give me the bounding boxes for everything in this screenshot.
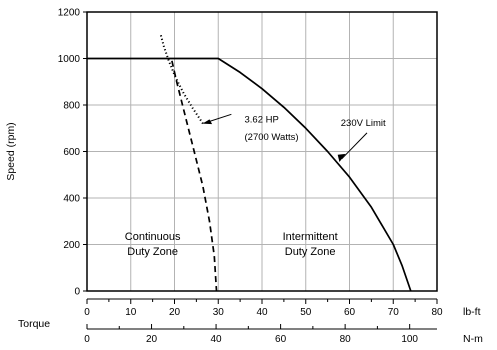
nm-tick-label: 40 bbox=[211, 334, 223, 345]
zone-label-line1: Continuous bbox=[125, 231, 181, 243]
lbft-tick-label: 60 bbox=[344, 307, 356, 318]
hp-arrow-head bbox=[202, 119, 213, 125]
annotation-label: (2700 Watts) bbox=[245, 132, 299, 143]
annotation-label: 230V Limit bbox=[341, 118, 386, 129]
lbft-tick-label: 80 bbox=[431, 307, 443, 318]
y-axis-title: Speed (rpm) bbox=[5, 122, 17, 180]
nm-tick-label: 80 bbox=[340, 334, 352, 345]
nm-unit-label: N-m bbox=[463, 333, 483, 345]
lbft-tick-label: 20 bbox=[169, 307, 181, 318]
series-line-solid bbox=[87, 57, 412, 292]
y-tick-label: 1200 bbox=[58, 8, 81, 19]
zone-label-line1: Intermittent bbox=[283, 231, 338, 243]
lbft-tick-label: 10 bbox=[125, 307, 137, 318]
y-tick-label: 200 bbox=[63, 240, 80, 251]
lbft-unit-label: lb-ft bbox=[463, 306, 481, 318]
annotation-label: 3.62 HP bbox=[245, 114, 279, 125]
limit-arrow-line bbox=[341, 132, 368, 160]
nm-tick-label: 20 bbox=[146, 334, 158, 345]
annotations: 3.62 HP (2700 Watts) 230V Limit bbox=[202, 113, 386, 162]
nm-tick-label: 100 bbox=[401, 334, 418, 345]
nm-tick-label: 60 bbox=[275, 334, 287, 345]
nm-axis: 0 20 40 60 80 100 bbox=[84, 324, 437, 345]
zone-label-line2: Duty Zone bbox=[285, 246, 336, 258]
y-tick-label: 600 bbox=[63, 147, 80, 158]
y-tick-label: 400 bbox=[63, 194, 80, 205]
lbft-tick-label: 40 bbox=[256, 307, 268, 318]
limit-arrow-head bbox=[337, 153, 346, 162]
nm-tick-label: 0 bbox=[84, 334, 90, 345]
y-tick-label: 800 bbox=[63, 101, 80, 112]
lbft-tick-label: 0 bbox=[84, 307, 90, 318]
zone-label-line2: Duty Zone bbox=[127, 246, 178, 258]
zone-labels: Continuous Duty Zone Intermittent Duty Zone bbox=[125, 231, 338, 258]
y-tick-label: 0 bbox=[74, 287, 80, 298]
lbft-axis: 0 10 20 30 40 50 60 70 80 bbox=[84, 298, 443, 318]
lbft-tick-label: 30 bbox=[213, 307, 225, 318]
series-line-dotted bbox=[159, 35, 204, 125]
torque-axis-label: Torque bbox=[18, 318, 50, 330]
lbft-tick-label: 70 bbox=[388, 307, 400, 318]
series-group bbox=[87, 35, 412, 292]
y-tick-label: 1000 bbox=[58, 54, 81, 65]
series-line-dashed bbox=[171, 60, 218, 292]
y-axis-ticks: 0 200 400 600 800 1000 1200 bbox=[58, 8, 87, 298]
lbft-tick-label: 50 bbox=[300, 307, 312, 318]
